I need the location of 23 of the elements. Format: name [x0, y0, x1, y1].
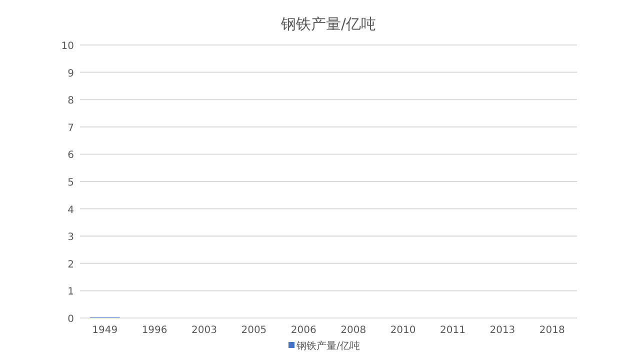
y-tick-label: 6	[68, 150, 74, 162]
chart-title: 钢铁产量/亿吨	[280, 15, 376, 33]
y-tick-label: 3	[68, 232, 74, 244]
y-tick-label: 7	[68, 122, 74, 134]
y-tick-label: 9	[68, 68, 74, 80]
y-tick-label: 8	[68, 96, 74, 107]
y-tick-label: 2	[68, 259, 74, 270]
y-tick-label: 5	[68, 178, 74, 188]
x-tick-label: 2011	[440, 325, 466, 336]
y-tick-label: 10	[61, 41, 74, 52]
x-tick-label: 1996	[142, 325, 168, 336]
x-tick-label: 2018	[539, 325, 565, 336]
x-tick-label: 2010	[390, 325, 416, 336]
legend-label: 钢铁产量/亿吨	[296, 340, 360, 352]
x-tick-label: 2013	[490, 325, 516, 336]
x-tick-label: 2003	[192, 325, 217, 336]
y-tick-label: 4	[68, 204, 74, 216]
x-tick-label: 1949	[92, 325, 118, 336]
x-tick-label: 2005	[241, 325, 267, 336]
y-tick-label: 0	[68, 314, 74, 325]
x-tick-label: 2008	[340, 325, 366, 336]
x-tick-label: 2006	[290, 325, 316, 336]
y-tick-label: 1	[68, 286, 74, 298]
